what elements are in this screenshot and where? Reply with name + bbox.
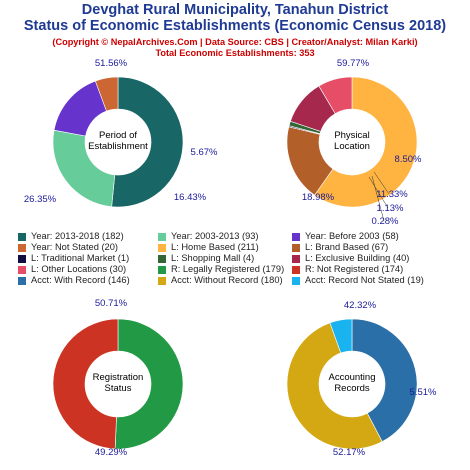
copyright-note: (Copyright © NepalArchives.Com | Data So… bbox=[52, 37, 418, 47]
donut-slice bbox=[94, 76, 119, 112]
legend-swatch bbox=[18, 233, 26, 241]
slice-percent-label: 5.51% bbox=[410, 387, 437, 398]
legend-swatch bbox=[158, 244, 166, 252]
legend-label: Acct: With Record (146) bbox=[31, 275, 130, 285]
donut-center-label: Registration bbox=[93, 372, 144, 383]
leader-line bbox=[373, 171, 390, 195]
legend-swatch bbox=[158, 255, 166, 263]
donut-center-label: Accounting bbox=[328, 372, 375, 383]
slice-percent-label: 16.43% bbox=[174, 192, 207, 203]
donut-center-label: Period of bbox=[99, 130, 137, 141]
donut-slice bbox=[314, 76, 418, 208]
legend-swatch bbox=[292, 244, 300, 252]
donut-center-label: Status bbox=[105, 383, 132, 394]
legend-label: Year: 2013-2018 (182) bbox=[31, 231, 124, 241]
donut-center-label: Records bbox=[334, 383, 370, 394]
legend-label: L: Shopping Mall (4) bbox=[171, 253, 255, 263]
slice-percent-label: 50.71% bbox=[95, 298, 128, 309]
legend-swatch bbox=[18, 266, 26, 274]
leader-line bbox=[371, 175, 385, 222]
slice-percent-label: 59.77% bbox=[337, 58, 370, 69]
donut-hole bbox=[320, 110, 384, 174]
legend-label: Year: 2003-2013 (93) bbox=[171, 231, 259, 241]
leader-line bbox=[368, 176, 389, 209]
legend-swatch bbox=[158, 277, 166, 285]
donut-slice bbox=[52, 129, 116, 208]
donut-slice bbox=[329, 318, 353, 354]
legend-swatch bbox=[292, 233, 300, 241]
donut-center-label: Establishment bbox=[88, 141, 148, 152]
slice-percent-label: 11.33% bbox=[376, 189, 408, 200]
legend-swatch bbox=[292, 266, 300, 274]
donut-center-label: Location bbox=[334, 141, 370, 152]
legend-label: L: Other Locations (30) bbox=[31, 264, 127, 274]
total-establishments: Total Economic Establishments: 353 bbox=[155, 48, 315, 58]
slice-percent-label: 49.29% bbox=[95, 447, 128, 458]
legend-swatch bbox=[292, 255, 300, 263]
legend-label: Year: Before 2003 (58) bbox=[305, 231, 399, 241]
donut-slice bbox=[111, 76, 184, 208]
donut-hole bbox=[320, 352, 384, 416]
slice-percent-label: 26.35% bbox=[24, 194, 57, 205]
donut-slice bbox=[286, 322, 383, 450]
legend-label: L: Exclusive Building (40) bbox=[305, 253, 410, 263]
legend-swatch bbox=[158, 266, 166, 274]
donut-chart-1: 51.56% 26.35% 16.43% 5.67% Period ofEstablis… bbox=[24, 58, 218, 208]
slice-percent-label: 52.17% bbox=[333, 447, 366, 458]
slice-percent-label: 5.67% bbox=[191, 147, 218, 158]
slice-percent-label: 0.28% bbox=[372, 216, 399, 227]
donut-chart-2: 59.77% 18.98% 0.28% 1.13% 11.33% 8.50% Physica… bbox=[286, 58, 422, 227]
donut-slice bbox=[318, 76, 353, 115]
donut-center-label: Physical bbox=[334, 130, 369, 141]
slice-percent-label: 1.13% bbox=[377, 203, 404, 214]
legend-label: L: Traditional Market (1) bbox=[31, 253, 130, 263]
legend-swatch bbox=[158, 233, 166, 241]
legend-swatch bbox=[292, 277, 300, 285]
legend-label: L: Home Based (211) bbox=[171, 242, 259, 252]
slice-percent-label: 42.32% bbox=[344, 300, 377, 311]
legend-label: Year: Not Stated (20) bbox=[31, 242, 118, 252]
slice-percent-label: 18.98% bbox=[302, 192, 335, 203]
legend-label: R: Not Registered (174) bbox=[305, 264, 404, 274]
chart-title-line-1: Devghat Rural Municipality, Tanahun Dist… bbox=[81, 2, 389, 18]
donut-slice bbox=[351, 318, 418, 442]
legend-swatch bbox=[18, 277, 26, 285]
donut-hole bbox=[86, 352, 150, 416]
legend-label: R: Legally Registered (179) bbox=[171, 264, 285, 274]
slice-percent-label: 51.56% bbox=[95, 58, 128, 69]
legend-swatch bbox=[18, 244, 26, 252]
donut-hole bbox=[86, 110, 150, 174]
slice-percent-label: 8.50% bbox=[395, 154, 422, 165]
donut-slice bbox=[52, 318, 119, 450]
legend-swatch bbox=[18, 255, 26, 263]
legend-label: L: Brand Based (67) bbox=[305, 242, 389, 252]
legend-label: Acct: Record Not Stated (19) bbox=[305, 275, 424, 285]
legend-label: Acct: Without Record (180) bbox=[171, 275, 283, 285]
chart-title-line-2: Status of Economic Establishments (Econo… bbox=[23, 18, 447, 34]
donut-slice bbox=[114, 318, 184, 450]
